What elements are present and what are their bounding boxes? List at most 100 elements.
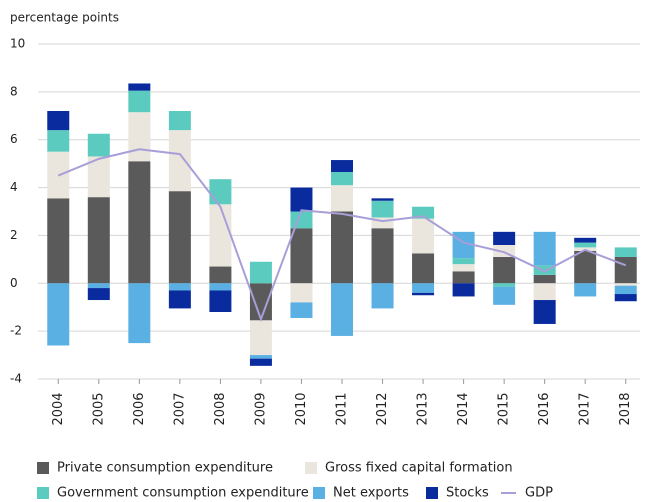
- bar-segment: [290, 211, 313, 229]
- bar-segment: [493, 283, 516, 287]
- bar-segment: [412, 292, 435, 296]
- bar-segment: [168, 130, 191, 192]
- bar-segment: [331, 185, 353, 212]
- x-tick-label: 2005: [91, 392, 106, 425]
- bar-segment: [249, 283, 272, 321]
- bar-segment: [168, 283, 191, 291]
- bar-segment: [290, 302, 313, 318]
- x-tick-label: 2017: [578, 392, 593, 425]
- bar-segment: [209, 266, 232, 284]
- y-tick-label: 2: [10, 228, 18, 242]
- x-tick-label: 2004: [51, 392, 66, 425]
- legend-swatch: [426, 487, 438, 499]
- x-tick-label: 2016: [537, 392, 552, 425]
- legend-swatch: [37, 487, 49, 499]
- bar-segment: [209, 290, 232, 312]
- bar-segment: [493, 256, 516, 284]
- x-tick-label: 2008: [213, 392, 228, 425]
- bar-segment: [371, 217, 394, 229]
- bar-segment: [331, 172, 353, 186]
- bar-segment: [290, 187, 313, 212]
- legend-label: Government consumption expenditure: [57, 486, 309, 501]
- y-tick-label: 4: [10, 180, 18, 194]
- bar-segment: [47, 111, 70, 131]
- bar-segment: [249, 355, 272, 359]
- y-tick-label: 0: [10, 276, 18, 290]
- y-axis-label: percentage points: [10, 11, 119, 25]
- y-tick-label: -4: [10, 372, 22, 386]
- bar-segment: [87, 197, 110, 284]
- x-tick-label: 2006: [132, 392, 147, 425]
- bar-segment: [128, 161, 151, 284]
- legend-label: Net exports: [333, 486, 409, 501]
- bar-segment: [574, 242, 597, 248]
- bar-segment: [614, 285, 637, 295]
- bar-segment: [614, 283, 637, 286]
- bar-segment: [128, 83, 151, 91]
- bar-segment: [249, 358, 272, 366]
- bar-segment: [614, 247, 637, 257]
- bar-segment: [249, 320, 272, 356]
- bar-segment: [452, 271, 475, 284]
- legend-swatch: [313, 487, 325, 499]
- bar-segment: [574, 250, 597, 284]
- y-tick-label: -2: [10, 324, 22, 338]
- bar-segment: [168, 191, 191, 284]
- x-tick-label: 2015: [497, 392, 512, 425]
- bar-segment: [412, 283, 435, 293]
- bar-segment: [371, 283, 394, 309]
- bar-segment: [87, 156, 110, 198]
- bar-segment: [533, 283, 556, 301]
- x-tick-label: 2011: [335, 392, 350, 425]
- bar-segment: [533, 265, 556, 275]
- bar-segment: [574, 283, 597, 297]
- bar-segment: [412, 218, 435, 254]
- bar-segment: [412, 206, 435, 219]
- bar-segment: [87, 288, 110, 301]
- x-tick-label: 2009: [253, 392, 268, 425]
- x-tick-label: 2010: [294, 392, 309, 425]
- bar-segment: [371, 228, 394, 284]
- bar-segment: [331, 211, 353, 284]
- bar-segment: [209, 283, 232, 291]
- bar-segment: [533, 300, 556, 324]
- bar-segment: [209, 179, 232, 205]
- bar-segment: [331, 283, 353, 336]
- bar-segment: [168, 111, 191, 131]
- bar-segment: [533, 231, 556, 266]
- bar-segment: [614, 256, 637, 284]
- x-tick-label: 2013: [416, 392, 431, 425]
- y-tick-label: 10: [10, 37, 25, 51]
- bar-segment: [290, 228, 313, 284]
- bar-segment: [87, 133, 110, 157]
- gdp-line: [57, 148, 627, 323]
- x-tick-label: 2018: [618, 392, 633, 425]
- bar-segment: [249, 261, 272, 284]
- legend-label: Gross fixed capital formation: [325, 461, 513, 476]
- bar-segment: [128, 90, 151, 113]
- bar-segment: [290, 283, 313, 303]
- legend-swatch: [305, 462, 317, 474]
- bar-segment: [493, 286, 516, 305]
- bar-segment: [47, 198, 70, 284]
- bar-segment: [614, 294, 637, 302]
- bar-segment: [452, 283, 475, 297]
- x-tick-label: 2007: [172, 392, 187, 425]
- bar-segment: [47, 283, 70, 346]
- bar-segment: [412, 253, 435, 284]
- bar-segment: [209, 204, 232, 267]
- x-tick-label: 2014: [456, 392, 471, 425]
- bar-segment: [452, 264, 475, 272]
- y-tick-label: 6: [10, 132, 18, 146]
- bar-segment: [47, 130, 70, 152]
- bar-segment: [128, 283, 151, 344]
- legend-swatch: [37, 462, 49, 474]
- bar-segment: [87, 283, 110, 289]
- bar-segment: [371, 198, 394, 201]
- bar-segment: [493, 231, 516, 245]
- bar-segment: [128, 112, 151, 162]
- bar-segment: [493, 245, 516, 257]
- legend-label: Stocks: [446, 486, 489, 501]
- bar-segment: [168, 290, 191, 309]
